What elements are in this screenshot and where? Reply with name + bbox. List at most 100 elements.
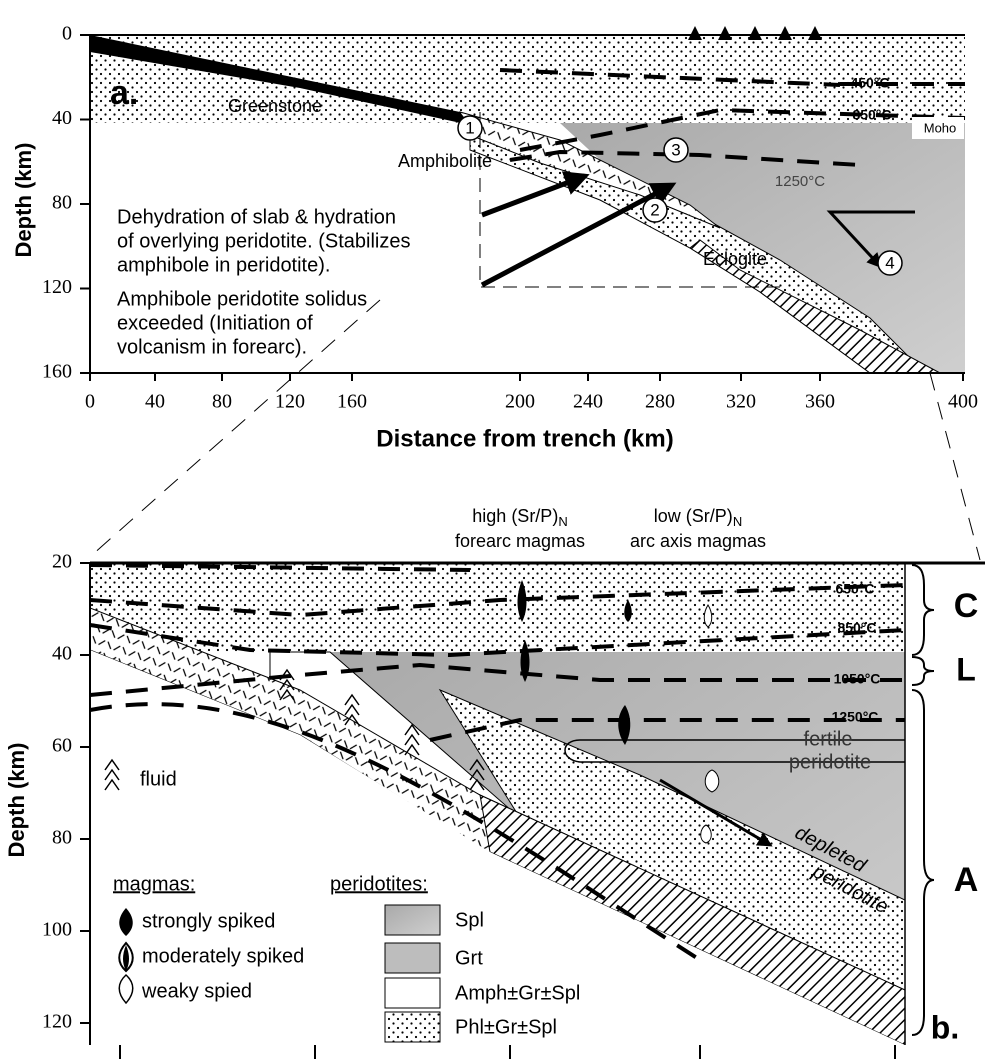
y-tick-label: 120: [42, 276, 72, 298]
legend-swatch: [384, 942, 441, 974]
zone-label: Greenstone: [228, 96, 322, 116]
marker-label: 3: [671, 140, 680, 159]
legend-label: strongly spiked: [142, 910, 275, 932]
x-tick-label: 280: [645, 391, 675, 413]
zone-label: Moho: [924, 120, 957, 135]
x-axis-title: Distance from trench (km): [376, 425, 673, 452]
legend-title: magmas:: [113, 873, 195, 895]
note: Dehydration of slab & hydration: [117, 206, 396, 228]
y-tick-label: 40: [52, 643, 72, 665]
y-tick-label: 160: [42, 361, 72, 383]
layer-label: A: [954, 861, 979, 899]
fertile-outline: [564, 739, 905, 763]
crust: [90, 35, 965, 123]
x-tick-label: 240: [573, 391, 603, 413]
background: [90, 650, 905, 1045]
legend-swatch: [384, 904, 441, 936]
note: volcanism in forearc).: [117, 336, 307, 358]
layer-label: L: [956, 651, 976, 687]
y-tick-label: 40: [52, 107, 72, 129]
panel-label: a.: [110, 74, 138, 112]
arrow: [481, 171, 590, 218]
legend-icon: [123, 945, 129, 971]
legend-swatch: [384, 977, 441, 1009]
isotherm-label: 450°C: [850, 75, 889, 91]
magma-drops: [517, 580, 632, 745]
isotherm: [90, 702, 702, 962]
brace: [911, 689, 935, 1036]
isotherm-label: 1250°C: [832, 709, 879, 725]
zoom-box: [479, 112, 780, 288]
header: arc axis magmas: [630, 531, 766, 551]
x-tick-label: 200: [505, 391, 535, 413]
panel-b: Depth (km) C L A b. high (Sr/P)N forearc…: [4, 506, 985, 1059]
brace: [911, 564, 935, 656]
note: of overlying peridotite. (Stabilizes: [117, 230, 410, 252]
y-axis-title: Depth (km): [11, 143, 36, 258]
x-tick-label: 360: [805, 391, 835, 413]
crust: [90, 563, 905, 652]
slab-greenstone: [90, 35, 470, 125]
fluid-icon: [104, 758, 120, 791]
slab-band: [479, 794, 905, 1045]
isotherm: [509, 149, 861, 167]
isotherm: [90, 563, 905, 618]
zone-label: Amphibolite: [398, 151, 492, 171]
legend-swatch: [384, 1011, 441, 1043]
isotherm-label: 1050°C: [834, 671, 881, 687]
legend-label: Amph±Gr±Spl: [455, 982, 580, 1004]
header: low (Sr/P)N: [654, 506, 742, 530]
phlogopite-band: [438, 688, 905, 991]
x-tick-label: 80: [212, 391, 232, 413]
zoom-line: [91, 299, 381, 556]
brace: [911, 656, 935, 686]
region-label: peridotite: [789, 751, 871, 773]
legend-label: Grt: [455, 947, 483, 969]
note: amphibole in peridotite).: [117, 254, 330, 276]
legend-icon: [119, 908, 133, 936]
isotherm-label: 850°C: [852, 107, 891, 123]
isotherm-label: 650°C: [835, 581, 874, 597]
isotherm: [519, 107, 966, 152]
note: exceeded (Initiation of: [117, 312, 313, 334]
x-tick-label: 400: [948, 391, 978, 413]
y-tick-label: 80: [52, 827, 72, 849]
zone-label: Eclogite: [703, 249, 767, 269]
y-tick-label: 20: [52, 551, 72, 573]
x-tick-label: 40: [145, 391, 165, 413]
isotherm: [429, 718, 905, 742]
x-tick-label: 160: [337, 391, 367, 413]
marker-label: 4: [885, 253, 894, 272]
arrow: [480, 182, 677, 288]
marker-label: 2: [650, 200, 659, 219]
isotherm-label: 850°C: [837, 620, 876, 636]
y-axis-title: Depth (km): [4, 743, 29, 858]
flow-arrow: [826, 210, 915, 269]
y-tick-label: 60: [52, 735, 72, 757]
header-subscript: N: [558, 514, 567, 529]
x-tick-label: 120: [275, 391, 305, 413]
weak-drops: [700, 604, 720, 844]
markers: [457, 115, 903, 276]
isotherm: [499, 68, 965, 87]
slab-eclogite: [689, 239, 941, 374]
x-tick-label: 320: [726, 391, 756, 413]
zoom-line: [929, 372, 981, 561]
layer-label: C: [954, 587, 979, 625]
depletion-arrow: [659, 778, 773, 847]
legend-label: Spl: [455, 909, 484, 931]
legend-title: peridotites:: [330, 873, 428, 895]
isotherm: [90, 662, 905, 697]
moho-box: [912, 117, 964, 139]
header-text: high (Sr/P): [472, 506, 558, 526]
legend-label: moderately spiked: [142, 945, 304, 967]
bottom-ticks: [119, 1045, 896, 1059]
panel-label: b.: [931, 1009, 959, 1045]
y-tick-label: 0: [62, 23, 72, 45]
marker-label: 1: [465, 118, 474, 137]
header-text: low (Sr/P): [654, 506, 733, 526]
y-tick-label: 120: [42, 1011, 72, 1033]
header-subscript: N: [733, 514, 742, 529]
header: forearc magmas: [455, 531, 585, 551]
